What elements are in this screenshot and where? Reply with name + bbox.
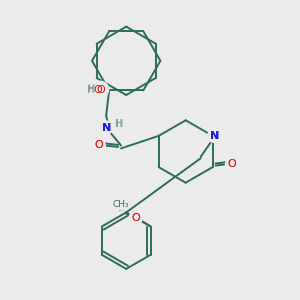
Circle shape bbox=[100, 121, 113, 134]
Text: methoxy: methoxy bbox=[119, 210, 126, 211]
Text: O: O bbox=[228, 159, 236, 169]
Text: H: H bbox=[115, 119, 123, 129]
Text: N: N bbox=[101, 123, 111, 133]
Text: O: O bbox=[131, 213, 140, 223]
Circle shape bbox=[129, 211, 142, 224]
Text: O: O bbox=[131, 213, 140, 223]
Text: N: N bbox=[101, 123, 111, 133]
Text: O: O bbox=[96, 85, 105, 94]
Text: O: O bbox=[93, 85, 102, 95]
Text: N: N bbox=[210, 131, 219, 141]
Circle shape bbox=[226, 158, 238, 171]
Circle shape bbox=[92, 81, 109, 98]
Circle shape bbox=[208, 129, 221, 142]
Text: H: H bbox=[116, 119, 123, 129]
Text: H: H bbox=[88, 85, 95, 94]
Text: N: N bbox=[210, 131, 219, 141]
Text: H: H bbox=[88, 84, 96, 94]
Text: O: O bbox=[94, 140, 103, 150]
Text: O: O bbox=[228, 159, 236, 169]
Text: O: O bbox=[94, 140, 103, 150]
Text: CH₃: CH₃ bbox=[112, 200, 129, 209]
Circle shape bbox=[92, 139, 105, 152]
